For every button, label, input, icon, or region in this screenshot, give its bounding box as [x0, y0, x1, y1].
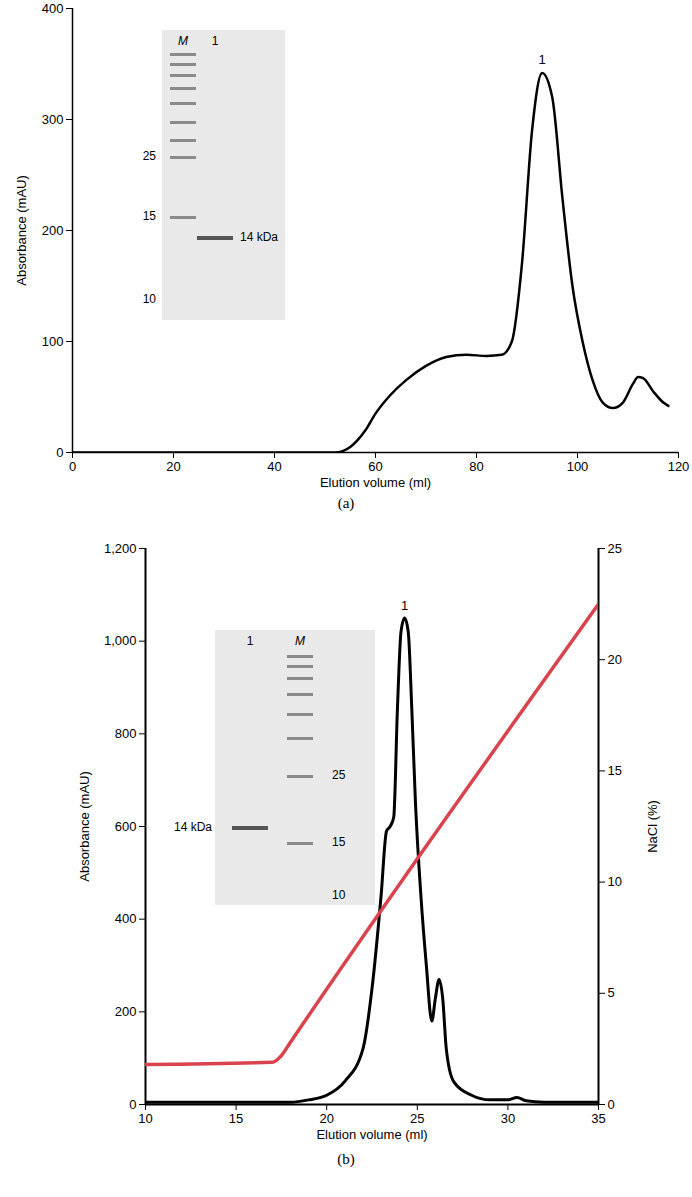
svg-text:800: 800	[115, 726, 137, 741]
svg-text:1,200: 1,200	[104, 541, 137, 556]
html-text:14 kDa: 14 kDa	[174, 820, 212, 834]
svg-text:1: 1	[401, 598, 408, 613]
html-text:(a): (a)	[337, 495, 355, 511]
svg-text:600: 600	[115, 819, 137, 834]
html-text:25: 25	[142, 149, 156, 163]
svg-text:60: 60	[368, 459, 382, 474]
html-text:15: 15	[332, 835, 346, 849]
svg-text:10: 10	[138, 1111, 152, 1126]
svg-text:0: 0	[129, 1097, 136, 1112]
html-text:25: 25	[332, 768, 346, 782]
svg-text:20: 20	[166, 459, 180, 474]
html-text:15: 15	[142, 209, 156, 223]
svg-text:20: 20	[608, 652, 622, 667]
svg-text:20: 20	[319, 1111, 333, 1126]
svg-text:0: 0	[608, 1097, 615, 1112]
svg-text:25: 25	[608, 541, 622, 556]
svg-text:Absorbance (mAU): Absorbance (mAU)	[14, 175, 29, 286]
svg-text:400: 400	[42, 1, 64, 16]
html-text:1: 1	[211, 34, 219, 48]
svg-text:200: 200	[115, 1004, 137, 1019]
svg-text:300: 300	[42, 112, 64, 127]
svg-text:400: 400	[115, 911, 137, 926]
svg-text:40: 40	[267, 459, 281, 474]
svg-text:5: 5	[608, 985, 615, 1000]
svg-text:Elution volume (ml): Elution volume (ml)	[320, 475, 431, 490]
svg-text:0: 0	[56, 445, 63, 460]
svg-text:NaCl (%): NaCl (%)	[645, 800, 660, 853]
svg-text:0: 0	[69, 459, 76, 474]
svg-text:80: 80	[469, 459, 483, 474]
svg-text:100: 100	[567, 459, 589, 474]
html-text:10: 10	[332, 888, 346, 902]
svg-text:1,000: 1,000	[104, 633, 137, 648]
svg-text:30: 30	[501, 1111, 515, 1126]
html-text:10: 10	[142, 292, 156, 306]
svg-text:Absorbance (mAU): Absorbance (mAU)	[77, 771, 92, 882]
svg-text:25: 25	[410, 1111, 424, 1126]
html-text:1: 1	[246, 634, 254, 648]
svg-text:15: 15	[229, 1111, 243, 1126]
html-text:(b): (b)	[337, 1151, 355, 1167]
html-text:14 kDa: 14 kDa	[240, 230, 278, 244]
svg-text:200: 200	[42, 223, 64, 238]
svg-text:Elution volume (ml): Elution volume (ml)	[316, 1127, 427, 1142]
svg-text:1: 1	[539, 52, 546, 67]
svg-text:10: 10	[608, 874, 622, 889]
svg-text:35: 35	[591, 1111, 605, 1126]
svg-text:100: 100	[42, 334, 64, 349]
svg-text:15: 15	[608, 763, 622, 778]
svg-text:120: 120	[668, 459, 690, 474]
html-text:M: M	[295, 634, 305, 648]
html-text:M: M	[178, 34, 188, 48]
